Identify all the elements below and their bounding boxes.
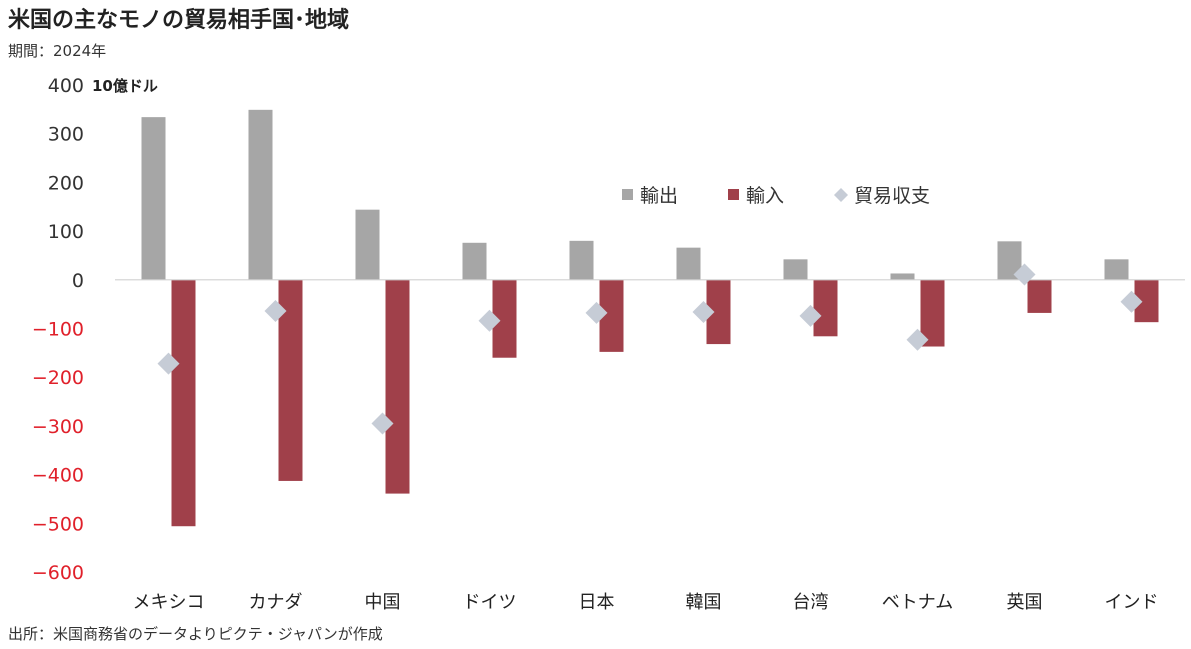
y-tick-label: 200 [48, 172, 84, 194]
balance-marker [1120, 290, 1143, 313]
y-axis: 400 300 200 100 0 −100 −200 −300 −400 −500 −600 [32, 75, 84, 584]
export-bar [569, 240, 594, 280]
legend-swatch [622, 189, 633, 200]
category-label: カナダ [249, 592, 303, 613]
import-bar [813, 279, 838, 337]
category-label: 英国 [1007, 592, 1043, 613]
category-label: 日本 [579, 592, 615, 613]
balance-marker [799, 304, 822, 327]
export-bar [141, 117, 166, 280]
category-label: ドイツ [463, 592, 517, 613]
category-label: 韓国 [686, 592, 722, 613]
category-label: ベトナム [882, 592, 953, 613]
y-tick-label: −100 [32, 319, 84, 341]
balance-marker [585, 301, 608, 324]
chart-period: 期間：2024年 [8, 42, 107, 60]
legend-swatch [834, 188, 848, 202]
import-bar [920, 279, 945, 347]
y-tick-label: 100 [48, 221, 84, 243]
balance-marker [157, 352, 180, 375]
chart-title: 米国の主なモノの貿易相手国･地域 [8, 8, 350, 33]
export-bar [783, 259, 808, 280]
balance-markers [157, 263, 1143, 435]
export-bar [248, 109, 273, 280]
balance-marker [1013, 263, 1036, 286]
import-bar [1027, 279, 1052, 313]
legend-label: 輸入 [746, 185, 784, 207]
export-bar [355, 209, 380, 280]
category-label: 台湾 [793, 592, 829, 613]
balance-marker [906, 328, 929, 351]
y-tick-label: −400 [32, 465, 84, 487]
legend-label: 貿易収支 [854, 185, 930, 207]
unit-label: 10億ドル [92, 77, 158, 95]
bars [141, 109, 1159, 527]
y-tick-label: −600 [32, 562, 84, 584]
source-note: 出所：米国商務省のデータよりピクテ・ジャパンが作成 [8, 625, 383, 643]
y-tick-label: −500 [32, 513, 84, 535]
category-label: インド [1105, 592, 1159, 613]
category-labels: メキシコ カナダ 中国 ドイツ 日本 韓国 台湾 ベトナム 英国 インド [133, 592, 1159, 613]
balance-marker [264, 299, 287, 322]
category-label: 中国 [365, 592, 401, 613]
y-tick-label: −200 [32, 367, 84, 389]
y-tick-label: −300 [32, 416, 84, 438]
category-label: メキシコ [133, 592, 205, 613]
import-bar [171, 279, 196, 527]
legend-label: 輸出 [640, 185, 678, 207]
export-bar [1104, 259, 1129, 280]
export-bar [676, 247, 701, 280]
y-tick-label: 0 [72, 270, 84, 292]
legend: 輸出 輸入 貿易収支 [622, 185, 930, 207]
balance-marker [478, 309, 501, 332]
import-bar [385, 279, 410, 494]
y-tick-label: 300 [48, 124, 84, 146]
export-bar [890, 273, 915, 280]
legend-swatch [728, 189, 739, 200]
y-tick-label: 400 [48, 75, 84, 97]
balance-marker [692, 300, 715, 323]
export-bar [462, 242, 487, 280]
balance-marker [371, 412, 394, 435]
